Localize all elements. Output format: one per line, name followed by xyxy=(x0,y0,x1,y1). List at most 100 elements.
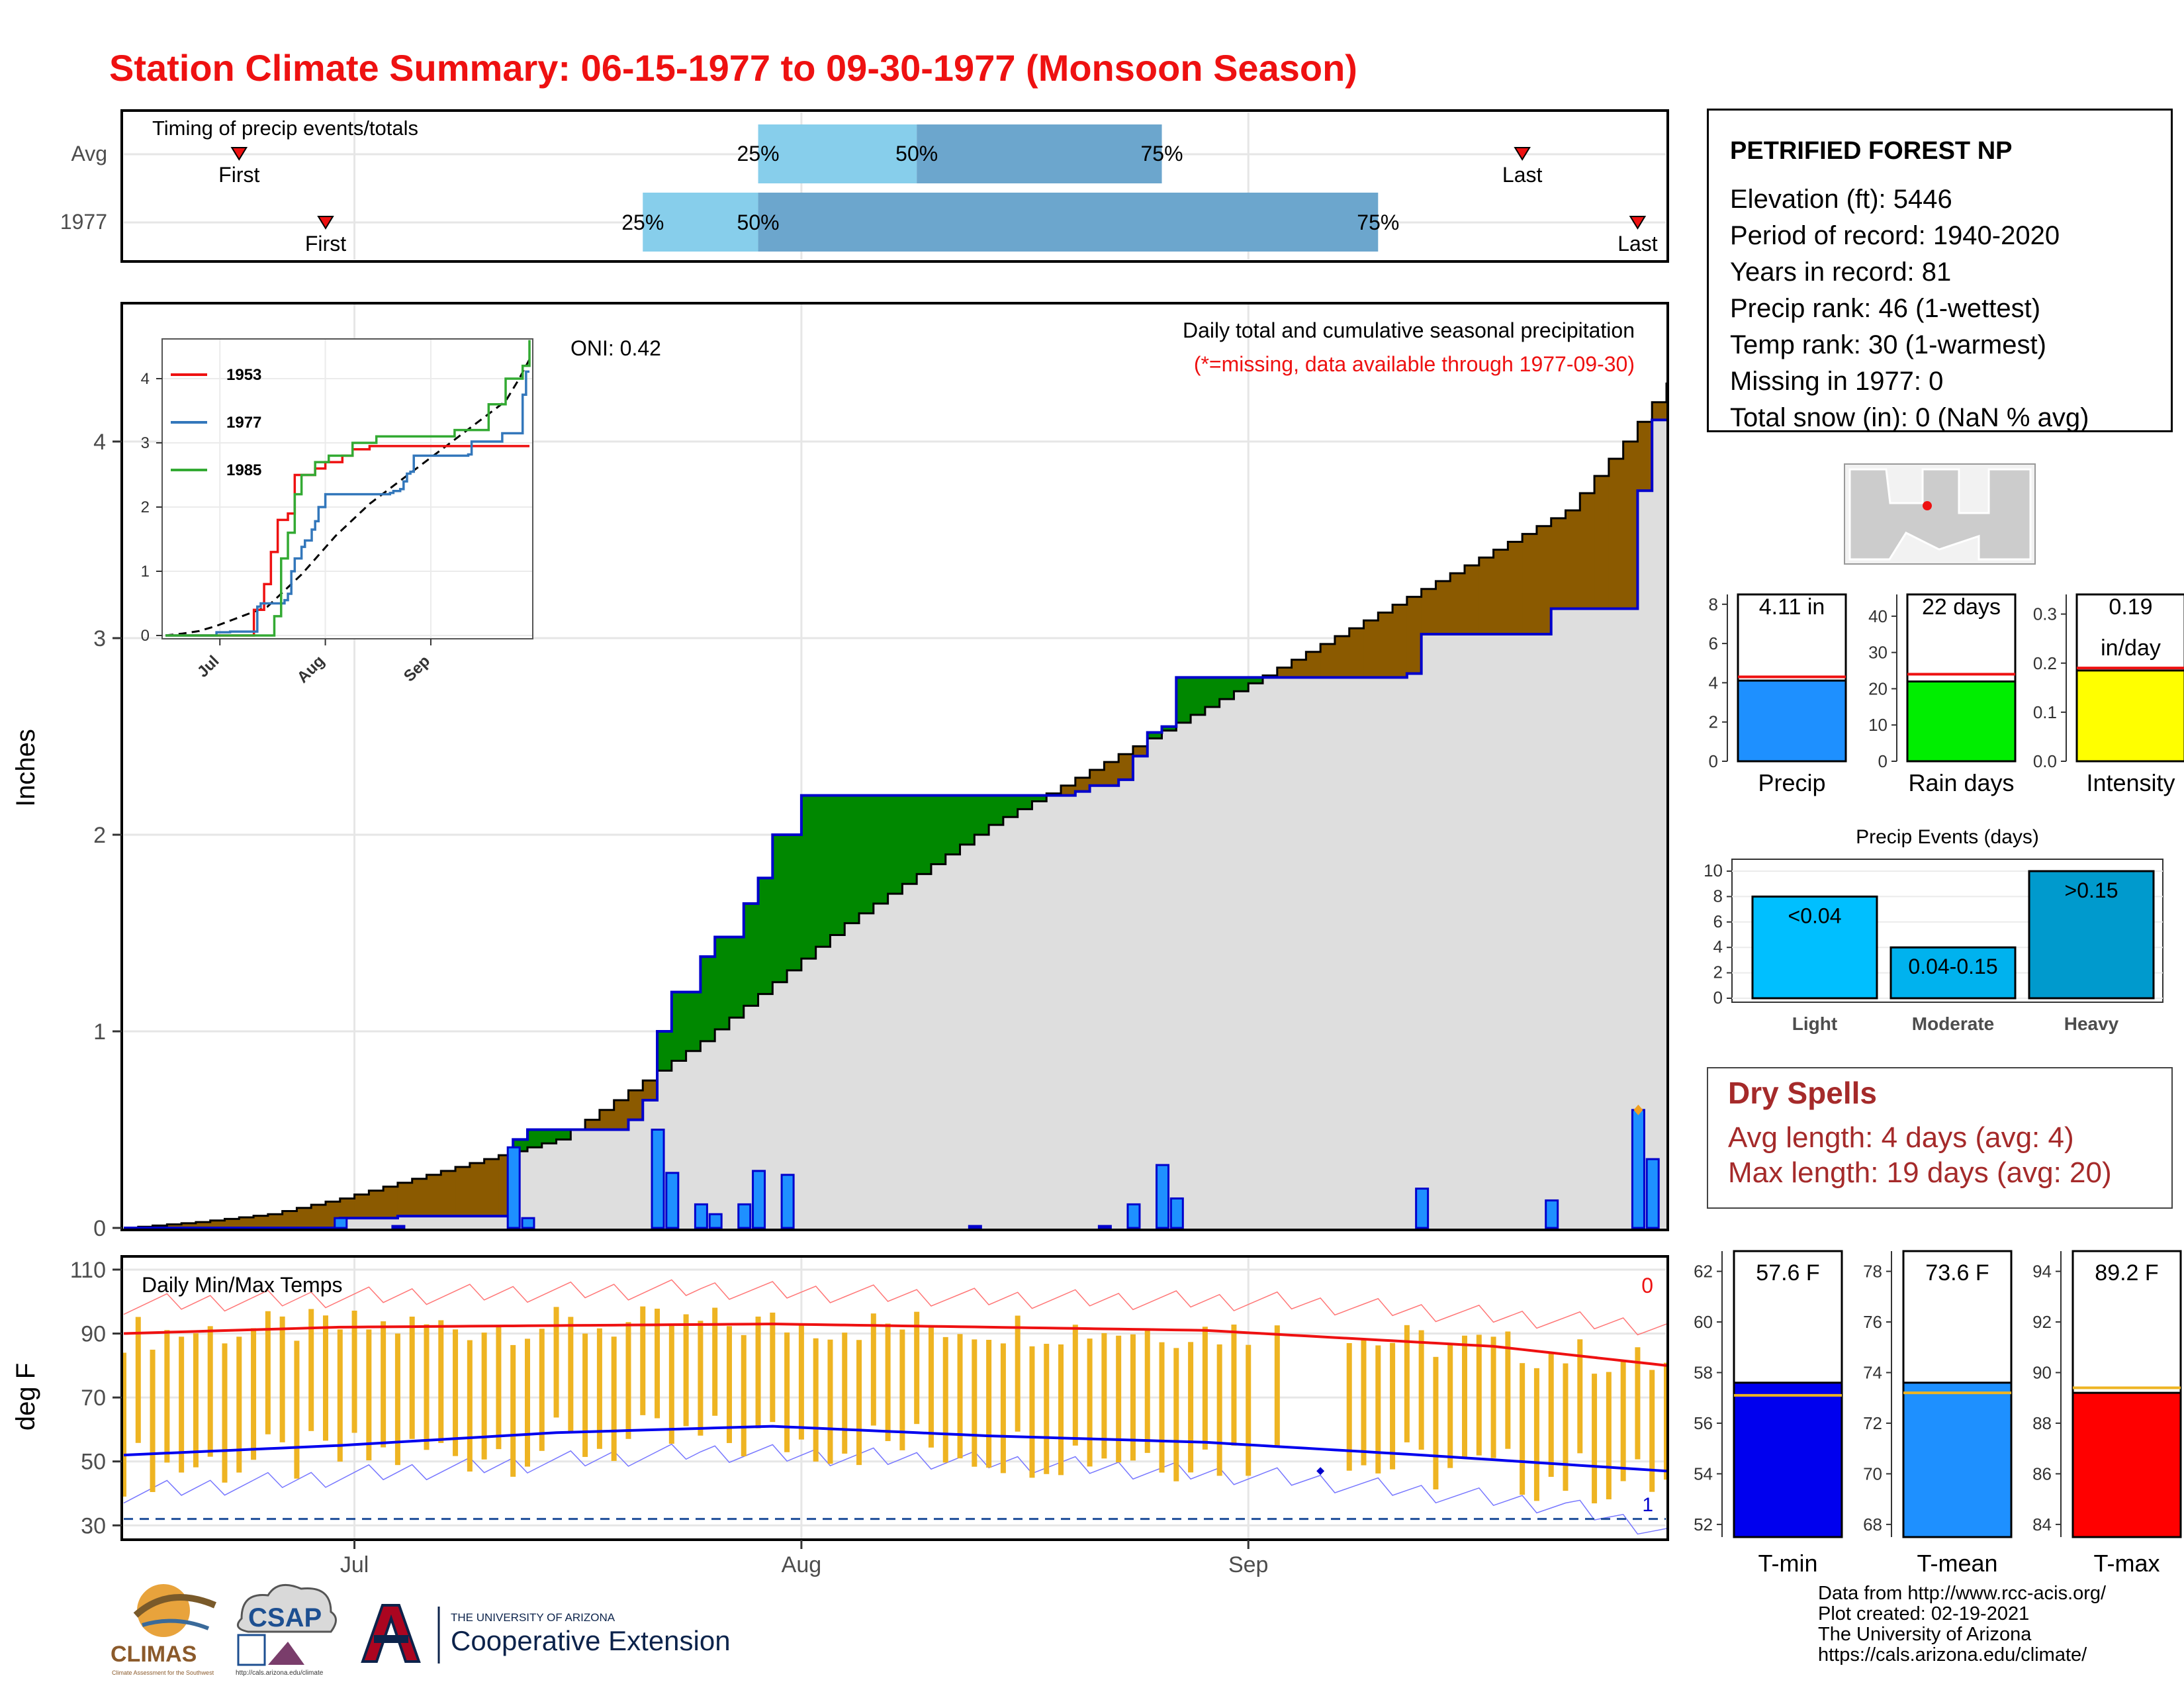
daily-temp-range-bar xyxy=(870,1313,876,1426)
summary-ytick-label: 20 xyxy=(1868,679,1888,698)
average-max-temp-line xyxy=(123,1323,1667,1367)
avg-q50-q75-bar xyxy=(917,124,1162,183)
cumulative-base-area xyxy=(1118,779,1134,1228)
temp-summary-ytick-label: 52 xyxy=(1694,1515,1713,1534)
daily-temp-range-bar xyxy=(322,1315,328,1441)
above-average-area xyxy=(1176,677,1191,723)
above-average-area xyxy=(1017,795,1032,810)
daily-precip-bar xyxy=(1645,1158,1660,1229)
daily-temp-range-bar xyxy=(409,1316,415,1439)
year-q25-label: 25% xyxy=(621,211,664,234)
cumulative-base-area xyxy=(1291,677,1306,1228)
above-average-area xyxy=(715,937,730,1030)
above-average-area xyxy=(1032,795,1047,802)
below-average-area xyxy=(1132,746,1148,757)
daily-temp-range-bar xyxy=(1101,1333,1107,1459)
csap-bars-icon xyxy=(237,1634,266,1666)
below-average-area xyxy=(369,1190,384,1219)
summary-bar xyxy=(1906,680,2017,763)
daily-temp-range-bar xyxy=(856,1340,862,1466)
below-average-area xyxy=(1392,604,1408,678)
precip-ytick-label: 2 xyxy=(93,823,106,848)
daily-temp-range-bar xyxy=(294,1340,300,1479)
average-cumulative-line xyxy=(124,382,1668,1229)
events-bar xyxy=(1751,895,1878,1000)
temp-ytick-label: 110 xyxy=(70,1258,106,1283)
timing-row-avg: Avg xyxy=(71,142,107,165)
cumulative-base-area xyxy=(1594,608,1610,1228)
station-period: Period of record: 1940-2020 xyxy=(1730,221,2060,250)
events-ytick-label: 8 xyxy=(1713,886,1723,906)
summary-ytick-label: 10 xyxy=(1868,715,1888,735)
temp-summary-ytick-label: 68 xyxy=(1863,1515,1882,1534)
below-average-area xyxy=(253,1215,269,1228)
summary-ytick-label: 30 xyxy=(1868,643,1888,663)
daily-temp-range-bar xyxy=(1202,1327,1208,1450)
record-high-line xyxy=(123,1279,1667,1336)
daily-temp-range-bar xyxy=(1246,1344,1251,1476)
credit-line: Data from http://www.rcc-acis.org/ xyxy=(1818,1583,2107,1604)
daily-temp-range-bar xyxy=(582,1333,588,1457)
cumulative-base-area xyxy=(1061,795,1076,1228)
above-average-area xyxy=(873,795,889,904)
below-average-area xyxy=(1277,667,1293,678)
cumulative-base-area xyxy=(1392,677,1408,1228)
summary-bar-value-unit: in/day xyxy=(2101,635,2161,661)
summary-bar xyxy=(1737,679,1847,763)
year-first-marker xyxy=(317,216,334,230)
precip-frame xyxy=(120,302,1669,1231)
temp-top-count: 0 xyxy=(1641,1274,1653,1297)
below-average-area xyxy=(628,1090,643,1120)
year-cumulative-line xyxy=(124,418,1666,1229)
daily-temp-range-bar xyxy=(1462,1335,1468,1458)
cumulative-base-area xyxy=(1277,677,1293,1228)
daily-temp-range-bar xyxy=(698,1321,704,1436)
temp-summary-ytick-label: 70 xyxy=(1863,1464,1882,1483)
cumulative-base-area xyxy=(455,1216,471,1228)
above-average-area xyxy=(801,795,817,959)
dry-spells-max: Max length: 19 days (avg: 20) xyxy=(1728,1156,2112,1189)
precip-legend-title: Daily total and cumulative seasonal prec… xyxy=(1183,318,1635,342)
cumulative-base-area xyxy=(1421,634,1436,1228)
ua-line1: THE UNIVERSITY OF ARIZONA xyxy=(451,1611,615,1624)
cumulative-base-area xyxy=(426,1216,441,1228)
temperature-panel: 30 50 70 90 110 Daily Min/Max Temps 0 1 deg … xyxy=(11,1255,1669,1577)
cumulative-base-area xyxy=(412,1216,427,1228)
cumulative-base-area xyxy=(1104,785,1119,1228)
cumulative-base-area xyxy=(974,835,989,1228)
daily-precip-bar xyxy=(1415,1188,1430,1229)
above-average-area xyxy=(1003,795,1019,818)
inset-ytick-label: 3 xyxy=(141,434,150,452)
temp-summary-bar xyxy=(2071,1391,2182,1538)
above-average-area xyxy=(556,1129,571,1140)
csap-url: http://cals.arizona.edu/climate xyxy=(236,1669,324,1677)
cumulative-base-area xyxy=(354,1218,369,1228)
daily-temp-range-bar xyxy=(755,1316,761,1429)
cumulative-base-area xyxy=(1046,795,1062,1228)
cumulative-base-area xyxy=(729,1017,745,1228)
cumulative-base-area xyxy=(1176,722,1191,1228)
cumulative-base-area xyxy=(1435,634,1451,1228)
daily-temp-range-bar xyxy=(1159,1342,1165,1473)
daily-temp-range-bar xyxy=(770,1312,776,1423)
summary-bar xyxy=(2075,669,2184,763)
temp-summary-label: T-max xyxy=(2093,1550,2160,1577)
daily-temp-range-bar xyxy=(279,1316,285,1442)
year-first-label: First xyxy=(305,232,346,256)
below-average-area xyxy=(1493,549,1508,635)
cumulative-base-area xyxy=(989,825,1004,1228)
cumulative-base-area xyxy=(599,1129,615,1228)
below-average-area xyxy=(311,1204,326,1228)
above-average-area xyxy=(541,1129,557,1144)
summary-ytick-label: 4 xyxy=(1709,673,1718,692)
summary-bar-label: Precip xyxy=(1758,769,1825,796)
temp-summary-value: 57.6 F xyxy=(1756,1260,1819,1286)
daily-temp-range-bar xyxy=(741,1335,747,1456)
inset-ytick-label: 4 xyxy=(141,370,150,388)
daily-temp-range-bar xyxy=(1520,1363,1525,1495)
daily-temp-range-bar xyxy=(1144,1329,1150,1453)
above-average-area xyxy=(815,795,831,947)
daily-temp-range-bar xyxy=(1404,1325,1410,1442)
temp-summary-ytick-label: 56 xyxy=(1694,1413,1713,1433)
